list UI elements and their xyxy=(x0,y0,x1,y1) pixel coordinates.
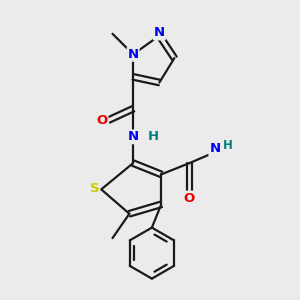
Text: O: O xyxy=(184,191,195,205)
Text: N: N xyxy=(154,26,165,40)
Text: N: N xyxy=(128,48,139,61)
Text: N: N xyxy=(209,142,220,155)
Text: N: N xyxy=(128,130,139,143)
Text: O: O xyxy=(96,113,108,127)
Text: H: H xyxy=(223,139,232,152)
Text: S: S xyxy=(90,182,99,195)
Text: H: H xyxy=(148,130,159,143)
